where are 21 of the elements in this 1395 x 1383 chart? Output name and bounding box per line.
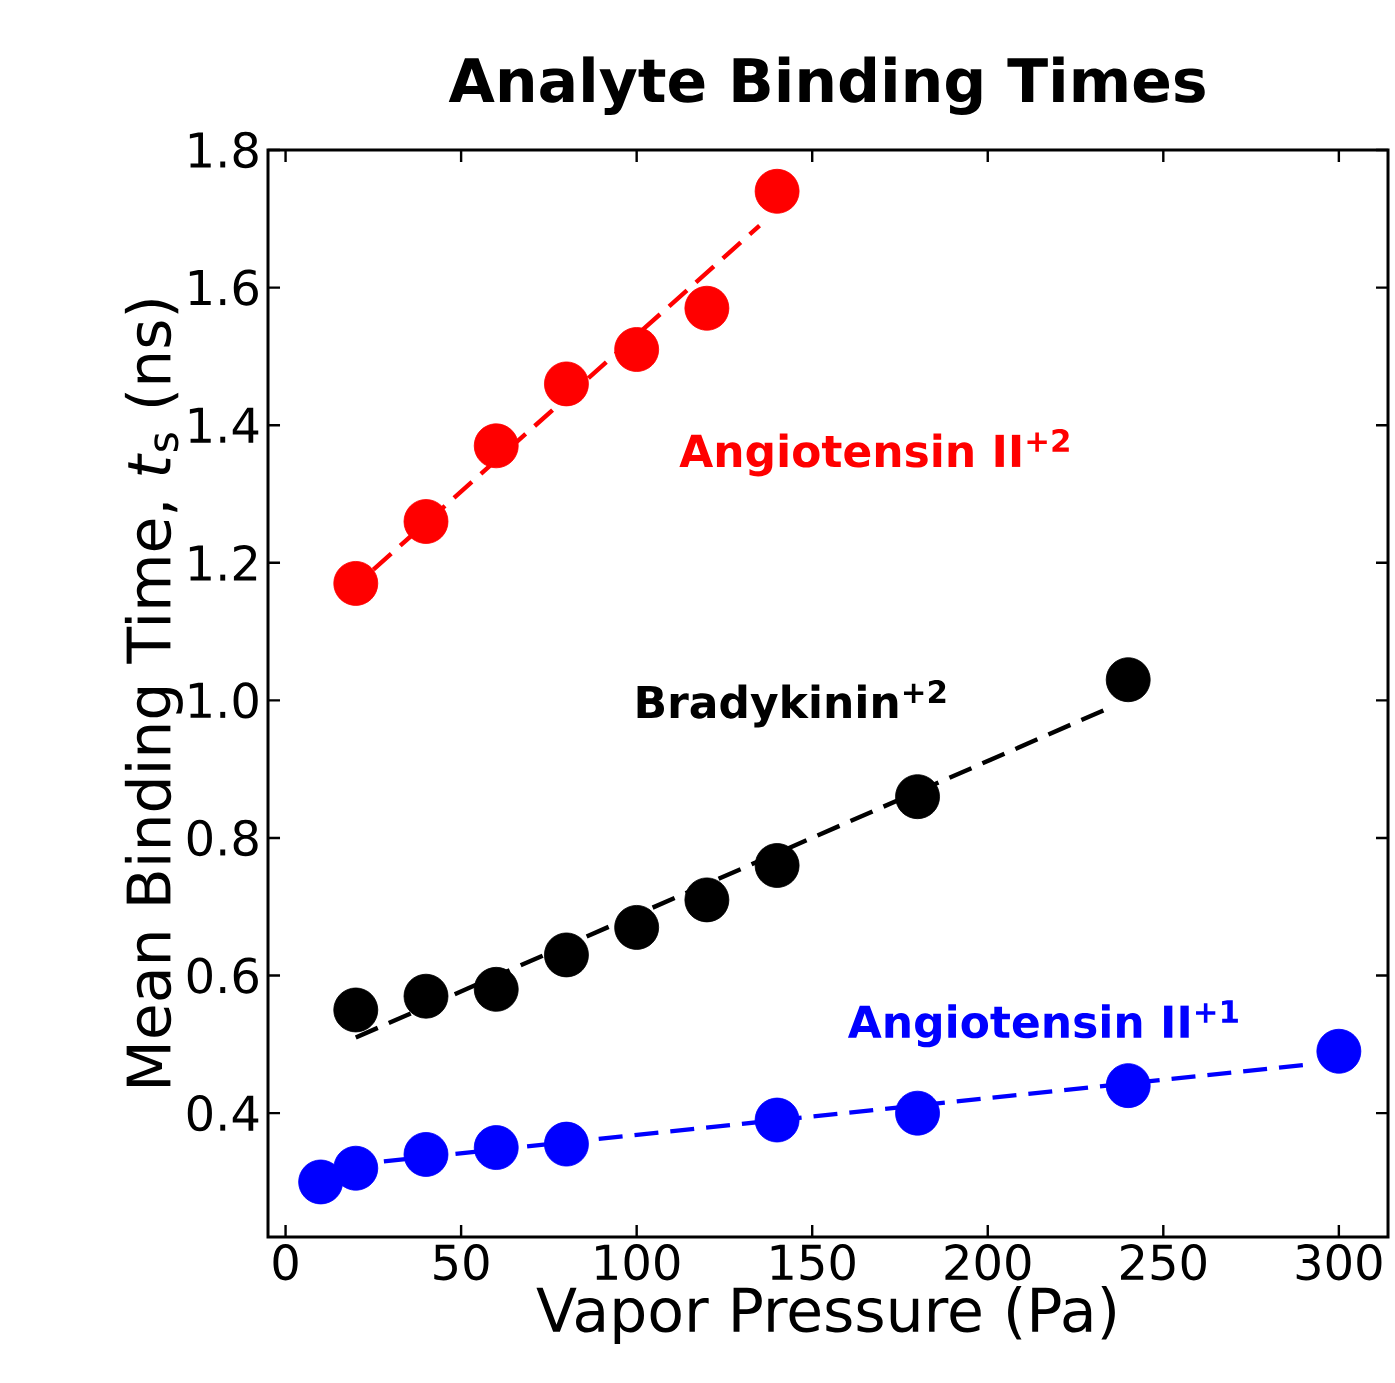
x-tick-label: 50	[434, 1244, 489, 1281]
y-tick-label: 1.0	[189, 682, 258, 719]
series-label: Angiotensin II$^{+2}$	[679, 428, 1069, 477]
series-label: Angiotensin II$^{+1}$	[847, 1000, 1238, 1048]
y-tick-label: 1.6	[189, 269, 258, 306]
x-tick-label: 0	[273, 1244, 298, 1281]
x-tick-label: 200	[945, 1244, 1031, 1281]
y-axis-title: Mean Binding Time, t$_{s}$ (ns)	[124, 300, 183, 1086]
y-tick-label: 0.4	[187, 1095, 259, 1132]
y-tick-label: 0.8	[187, 819, 258, 857]
x-tick-label: 250	[1121, 1244, 1206, 1281]
x-tick-label: 300	[1296, 1244, 1382, 1281]
series-label: Bradykinin$^{+2}$	[637, 680, 946, 728]
x-axis-title: Vapor Pressure (Pa)	[536, 1286, 1115, 1345]
y-tick-label: 1.4	[189, 407, 259, 443]
y-tick-label: 0.6	[187, 957, 258, 994]
chart-title: Analyte Binding Times	[448, 56, 1205, 115]
x-tick-label: 100	[596, 1244, 680, 1281]
x-tick-label: 150	[771, 1244, 855, 1281]
y-tick-label: 1.8	[189, 131, 258, 169]
y-tick-label: 1.2	[189, 544, 257, 581]
